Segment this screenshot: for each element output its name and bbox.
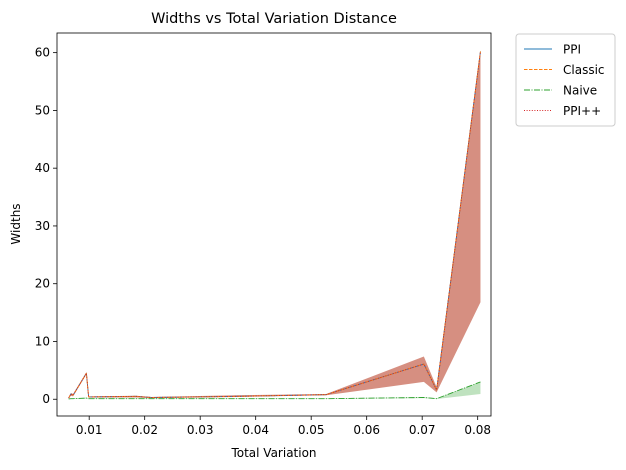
legend-label-naive: Naive <box>563 84 597 98</box>
x-tick-label: 0.05 <box>298 423 325 437</box>
x-axis: 0.01 0.02 0.03 0.04 0.05 0.06 0.07 0.08 <box>76 416 491 437</box>
chart-title: Widths vs Total Variation Distance <box>151 11 397 27</box>
x-tick-label: 0.02 <box>131 423 158 437</box>
x-tick-label: 0.03 <box>187 423 214 437</box>
y-tick-label: 30 <box>35 219 50 233</box>
legend-label-ppi: PPI <box>563 43 581 57</box>
series-line-naive <box>68 381 481 400</box>
legend: PPI Classic Naive PPI++ <box>515 33 616 127</box>
y-tick-label: 20 <box>35 277 50 291</box>
y-tick-label: 40 <box>35 161 50 175</box>
y-tick-label: 10 <box>35 334 50 348</box>
x-tick-label: 0.08 <box>464 423 491 437</box>
x-tick-label: 0.01 <box>76 423 103 437</box>
y-axis-title: Widths <box>9 203 23 244</box>
y-tick-label: 60 <box>35 46 50 60</box>
x-axis-title: Total Variation <box>230 446 316 460</box>
legend-frame <box>515 33 616 127</box>
plot-area-frame <box>56 32 492 417</box>
y-tick-label: 50 <box>35 103 50 117</box>
y-axis: 0 10 20 30 40 50 60 <box>35 46 57 406</box>
legend-label-ppiplusplus: PPI++ <box>563 104 601 118</box>
x-tick-label: 0.07 <box>409 423 436 437</box>
x-tick-label: 0.04 <box>242 423 269 437</box>
x-tick-label: 0.06 <box>353 423 380 437</box>
series-line-ppiplusplus <box>68 51 481 399</box>
series-lines <box>68 51 481 400</box>
legend-label-classic: Classic <box>563 63 605 77</box>
y-tick-label: 0 <box>42 392 50 406</box>
